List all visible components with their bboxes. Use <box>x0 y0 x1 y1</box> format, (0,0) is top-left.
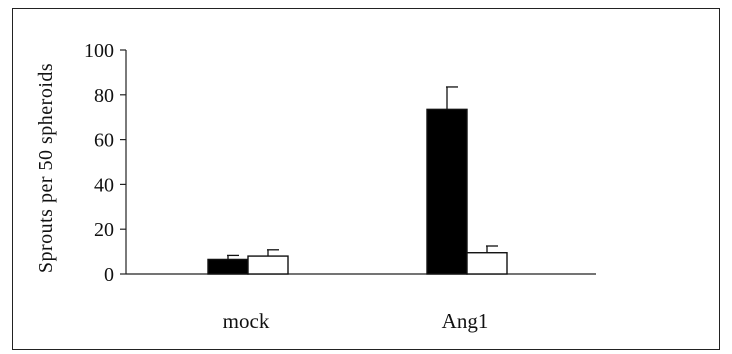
y-tick-label: 60 <box>94 130 114 152</box>
bar <box>426 108 468 275</box>
bars <box>207 86 508 275</box>
x-category-label: mock <box>223 309 270 333</box>
bar <box>207 258 249 275</box>
y-tick-label: 0 <box>104 264 114 286</box>
y-tick-label: 20 <box>94 219 114 241</box>
axes: 0 20 40 60 80 100 mock Ang1 <box>84 40 596 333</box>
y-axis-label: Sprouts per 50 spheroids <box>35 63 57 273</box>
y-tick-label: 100 <box>84 40 114 62</box>
chart-frame <box>12 8 720 350</box>
bar <box>247 255 289 275</box>
y-tick-label: 40 <box>94 174 114 196</box>
y-tick-label: 80 <box>94 85 114 107</box>
bar <box>466 252 508 275</box>
x-category-label: Ang1 <box>442 309 489 333</box>
